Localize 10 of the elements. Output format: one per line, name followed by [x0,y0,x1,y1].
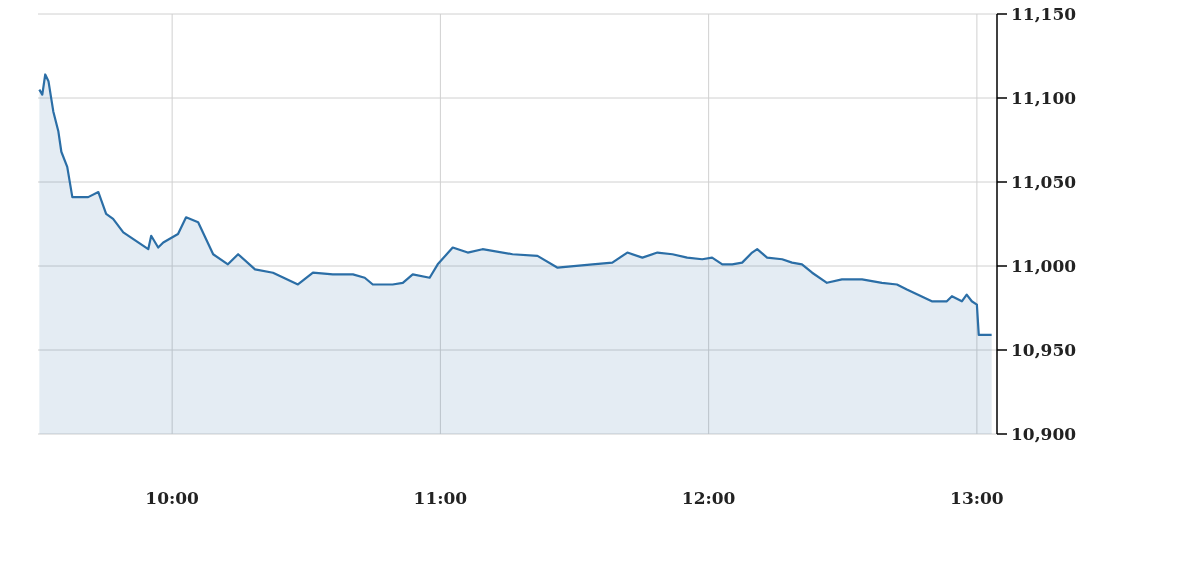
x-tick-label: 11:00 [413,488,468,508]
y-tick-label: 11,150 [1011,3,1077,24]
y-tick-label: 10,900 [1011,423,1077,444]
y-tick-label: 11,100 [1011,87,1077,108]
x-tick-label: 12:00 [681,488,736,508]
x-tick-label: 10:00 [145,488,200,508]
y-tick-label: 11,000 [1011,255,1077,276]
x-tick-label: 13:00 [950,488,1004,508]
y-tick-label: 11,050 [1011,171,1077,192]
y-tick-label: 10,950 [1011,339,1077,360]
